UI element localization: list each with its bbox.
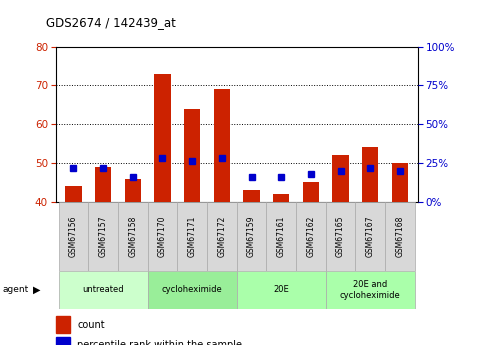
Text: GSM67167: GSM67167	[366, 216, 375, 257]
Bar	[118, 202, 148, 271]
Bar	[243, 190, 260, 202]
Text: GSM67170: GSM67170	[158, 216, 167, 257]
Text: GSM67172: GSM67172	[217, 216, 227, 257]
Bar	[392, 163, 408, 202]
Bar	[326, 202, 355, 271]
Bar	[332, 155, 349, 202]
Bar	[266, 202, 296, 271]
Bar	[355, 202, 385, 271]
Bar	[385, 202, 415, 271]
Text: GSM67156: GSM67156	[69, 216, 78, 257]
Bar	[362, 148, 379, 202]
Text: GSM67168: GSM67168	[396, 216, 404, 257]
Text: untreated: untreated	[82, 285, 124, 294]
Text: GSM67162: GSM67162	[306, 216, 315, 257]
Text: count: count	[77, 320, 105, 329]
Bar	[88, 202, 118, 271]
Text: GSM67165: GSM67165	[336, 216, 345, 257]
Text: agent: agent	[2, 285, 28, 294]
Bar	[273, 194, 289, 202]
Text: GSM67171: GSM67171	[187, 216, 197, 257]
Bar	[326, 271, 415, 309]
Text: GSM67158: GSM67158	[128, 216, 137, 257]
Text: cycloheximide: cycloheximide	[162, 285, 223, 294]
Bar	[303, 183, 319, 202]
Text: GSM67159: GSM67159	[247, 216, 256, 257]
Text: GSM67161: GSM67161	[277, 216, 286, 257]
Bar	[95, 167, 111, 202]
Bar	[184, 109, 200, 202]
Bar	[148, 202, 177, 271]
Bar	[207, 202, 237, 271]
Bar	[213, 89, 230, 202]
Bar	[58, 202, 88, 271]
Text: percentile rank within the sample: percentile rank within the sample	[77, 341, 242, 345]
Bar	[177, 202, 207, 271]
Bar	[154, 74, 170, 202]
Bar	[237, 271, 326, 309]
Bar	[56, 316, 70, 333]
Bar	[148, 271, 237, 309]
Text: ▶: ▶	[33, 285, 41, 295]
Bar	[125, 179, 141, 202]
Text: 20E: 20E	[273, 285, 289, 294]
Text: GSM67157: GSM67157	[99, 216, 108, 257]
Bar	[58, 271, 148, 309]
Bar	[56, 337, 70, 345]
Bar	[296, 202, 326, 271]
Text: GDS2674 / 142439_at: GDS2674 / 142439_at	[46, 16, 176, 29]
Bar	[237, 202, 266, 271]
Bar	[65, 186, 82, 202]
Text: 20E and
cycloheximide: 20E and cycloheximide	[340, 280, 401, 299]
